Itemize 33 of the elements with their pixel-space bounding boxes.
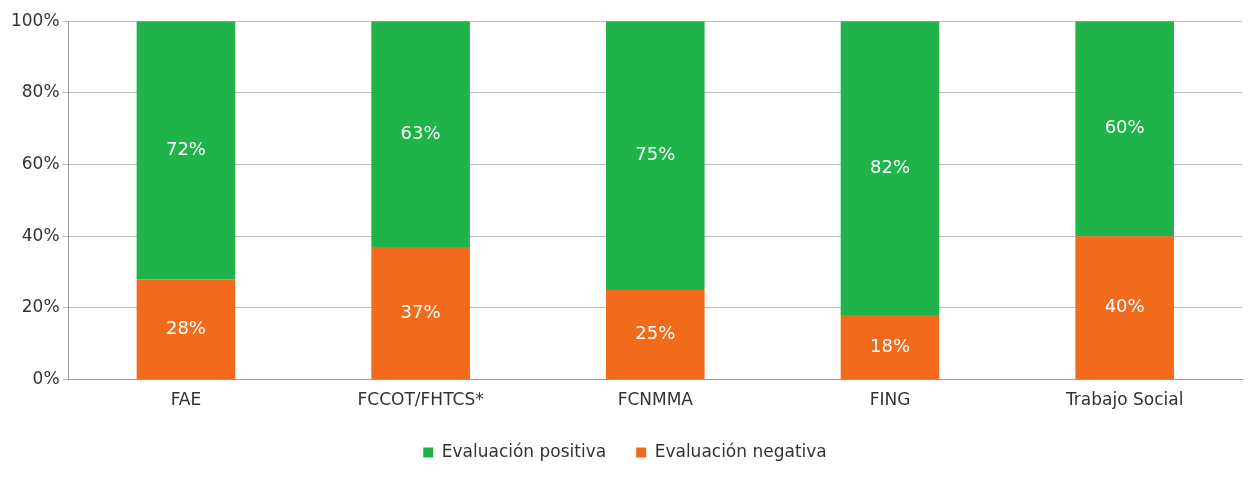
data-label: 37% (400, 300, 441, 322)
y-tick-label: 20% (21, 296, 60, 317)
bar (136, 21, 236, 280)
bar (840, 21, 940, 316)
data-label: 82% (869, 155, 910, 177)
data-label: 25% (635, 322, 676, 344)
data-label: 72% (165, 137, 206, 159)
y-tick-label: 40% (21, 224, 60, 245)
data-label: 18% (869, 334, 910, 356)
bar (1075, 21, 1174, 237)
x-tick-label: FCNMMA (617, 389, 694, 410)
bar (606, 21, 705, 290)
data-label: 63% (400, 121, 441, 143)
data-label: 28% (165, 316, 206, 338)
y-tick-label: 80% (21, 81, 60, 102)
x-tick-label: Trabajo Social (1064, 389, 1184, 410)
y-tick-label: 100% (10, 9, 60, 30)
bar (136, 279, 236, 380)
legend-label: Evaluación negativa (654, 440, 827, 461)
x-tick-label: FAE (170, 389, 202, 410)
data-label: 40% (1104, 295, 1145, 317)
bar (840, 315, 940, 380)
data-label: 75% (635, 143, 676, 165)
data-label: 60% (1104, 116, 1145, 138)
bar (1075, 236, 1174, 380)
y-tick-label: 0% (32, 368, 60, 389)
x-tick-label: FING (869, 389, 911, 410)
legend-label: Evaluación positiva (441, 440, 607, 461)
bar (606, 290, 705, 380)
bar (371, 21, 470, 247)
x-tick-label: FCCOT/FHTCS* (357, 389, 484, 410)
y-tick-label: 60% (21, 152, 60, 173)
bar (371, 246, 470, 380)
